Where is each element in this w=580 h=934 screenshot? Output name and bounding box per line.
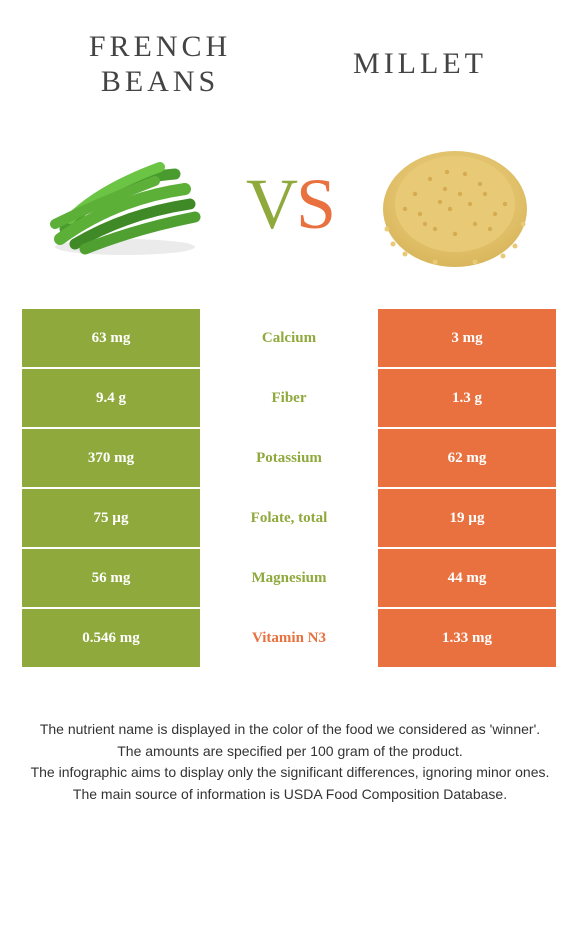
nutrient-label: Vitamin N3 [200,609,378,667]
value-left: 370 mg [22,429,200,487]
nutrient-label: Potassium [200,429,378,487]
table-row: 0.546 mgVitamin N31.33 mg [22,609,558,669]
header: Frenchbeans Millet [0,0,580,119]
table-row: 63 mgCalcium3 mg [22,309,558,369]
value-right: 3 mg [378,309,556,367]
value-right: 44 mg [378,549,556,607]
value-right: 19 µg [378,489,556,547]
images-row: VS [0,119,580,309]
table-row: 75 µgFolate, total19 µg [22,489,558,549]
value-left: 75 µg [22,489,200,547]
nutrient-table: 63 mgCalcium3 mg9.4 gFiber1.3 g370 mgPot… [0,309,580,669]
table-row: 9.4 gFiber1.3 g [22,369,558,429]
footer-notes: The nutrient name is displayed in the co… [0,669,580,806]
value-right: 1.33 mg [378,609,556,667]
value-left: 56 mg [22,549,200,607]
nutrient-label: Calcium [200,309,378,367]
food-right-image [370,129,540,279]
value-right: 1.3 g [378,369,556,427]
value-left: 9.4 g [22,369,200,427]
footer-line-1: The nutrient name is displayed in the co… [20,719,560,741]
vs-v: V [246,164,296,244]
footer-line-2: The amounts are specified per 100 gram o… [20,741,560,763]
nutrient-label: Magnesium [200,549,378,607]
nutrient-label: Fiber [200,369,378,427]
vs-s: S [296,164,334,244]
food-left-title: Frenchbeans [60,30,260,99]
vs-label: VS [246,163,334,246]
value-left: 0.546 mg [22,609,200,667]
food-left-image [40,129,210,279]
value-right: 62 mg [378,429,556,487]
food-right-title: Millet [320,47,520,82]
nutrient-label: Folate, total [200,489,378,547]
value-left: 63 mg [22,309,200,367]
footer-line-3: The infographic aims to display only the… [20,762,560,784]
table-row: 370 mgPotassium62 mg [22,429,558,489]
table-row: 56 mgMagnesium44 mg [22,549,558,609]
footer-line-4: The main source of information is USDA F… [20,784,560,806]
